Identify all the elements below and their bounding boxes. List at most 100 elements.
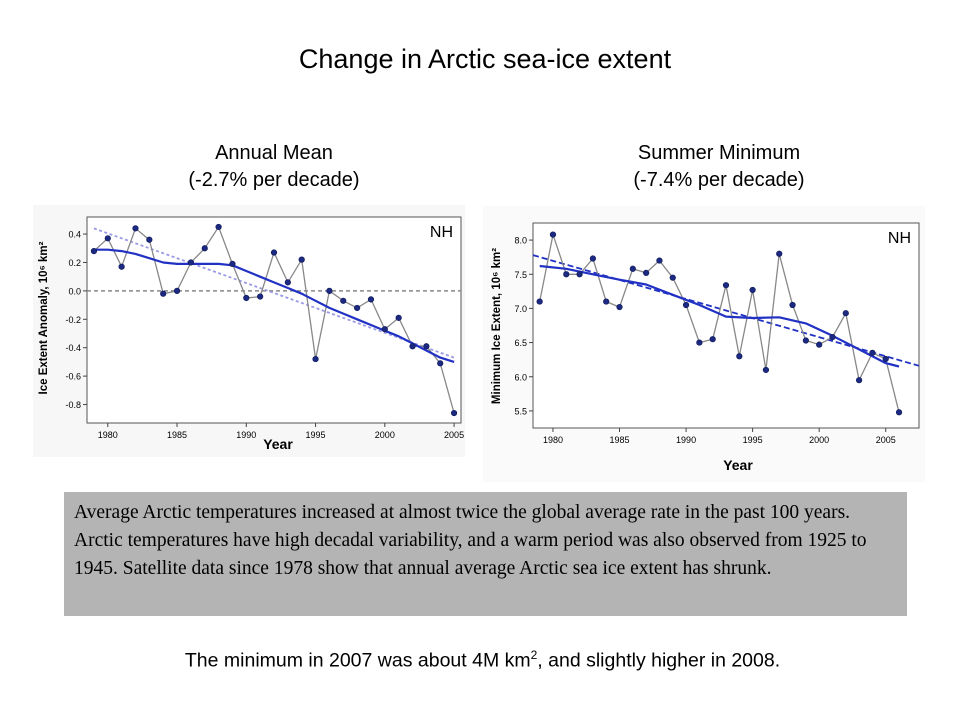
- data-point: [367, 296, 375, 303]
- data-point: [243, 294, 250, 302]
- data-point: [270, 249, 278, 256]
- data-point: [104, 235, 111, 242]
- y-tick-label: -0.2: [65, 315, 81, 325]
- data-point: [395, 314, 402, 321]
- data-point: [118, 263, 125, 270]
- data-point: [842, 310, 849, 317]
- y-tick-label: 7.5: [514, 270, 527, 280]
- data-point: [229, 260, 236, 267]
- summer-minimum-rate: (-7.4% per decade): [633, 169, 805, 191]
- data-point: [629, 265, 636, 272]
- data-point: [173, 287, 181, 294]
- x-axis-label: Year: [723, 457, 753, 473]
- summer-minimum-chart: 8.0 7.5 7.0 6.5 6.0 5.5 1980 1985 1990 1995 2000 20…: [483, 206, 925, 482]
- note-box: Average Arctic temperatures increased at…: [64, 492, 907, 616]
- data-point: [882, 355, 889, 363]
- summer-minimum-heading: Summer Minimum (-7.4% per decade): [569, 140, 869, 194]
- y-tick-label: -0.8: [65, 400, 81, 410]
- data-point: [146, 236, 153, 243]
- data-point: [709, 336, 716, 343]
- data-point: [437, 360, 444, 367]
- data-point: [656, 257, 663, 264]
- annual-mean-label: Annual Mean: [215, 142, 333, 164]
- data-point: [802, 337, 809, 344]
- y-tick-label: 6.5: [514, 338, 527, 348]
- annual-mean-chart: 0.4 0.2 0.0 -0.2 -0.4 -0.6 -0.8 1980 1985 1990 199…: [33, 205, 465, 457]
- y-axis-label: Minimum Ice Extent, 10⁶ km²: [491, 248, 503, 404]
- note-text: Average Arctic temperatures increased at…: [74, 502, 867, 579]
- data-point: [762, 366, 770, 374]
- x-tick-label: 1980: [98, 430, 118, 440]
- observed-series-line: [539, 232, 900, 413]
- smoothed-series-line: [93, 248, 455, 363]
- summer-minimum-chart-svg: 8.0 7.5 7.0 6.5 6.0 5.5 1980 1985 1990 1995 2000 20…: [491, 222, 920, 473]
- data-point: [616, 303, 623, 311]
- data-point: [423, 343, 430, 350]
- data-point: [643, 269, 650, 276]
- annual-mean-rate: (-2.7% per decade): [188, 169, 360, 191]
- data-point: [215, 223, 222, 231]
- x-tick-label: 2005: [444, 430, 464, 440]
- data-point: [869, 349, 876, 356]
- y-tick-label: 8.0: [514, 236, 527, 246]
- x-axis-label: Year: [263, 436, 293, 452]
- data-point: [90, 247, 98, 255]
- footer-text-before: The minimum in 2007 was about 4M km: [184, 649, 531, 672]
- region-label: NH: [888, 230, 911, 247]
- data-point: [749, 286, 756, 294]
- annual-mean-chart-svg: 0.4 0.2 0.0 -0.2 -0.4 -0.6 -0.8 1980 1985 1990 199…: [38, 216, 464, 452]
- data-point: [326, 287, 333, 294]
- region-label: NH: [430, 224, 453, 241]
- x-tick-label: 1995: [306, 430, 326, 440]
- data-point: [895, 409, 903, 416]
- y-tick-label: 7.0: [514, 304, 527, 314]
- data-point: [381, 326, 388, 333]
- data-point: [856, 377, 863, 384]
- data-point: [576, 271, 583, 278]
- data-point: [736, 353, 743, 360]
- data-point: [589, 255, 596, 262]
- data-point: [354, 304, 361, 312]
- data-point: [603, 298, 610, 305]
- data-point: [722, 282, 730, 289]
- footer-text: The minimum in 2007 was about 4M km2, an…: [0, 648, 960, 673]
- x-tick-label: 2000: [375, 430, 395, 440]
- summer-minimum-label: Summer Minimum: [637, 142, 801, 164]
- data-point: [160, 290, 167, 297]
- x-tick-label: 2005: [876, 435, 896, 445]
- data-point: [776, 250, 783, 257]
- data-point: [682, 301, 690, 309]
- y-tick-label: 0.4: [68, 230, 81, 240]
- x-tick-label: 1985: [167, 430, 187, 440]
- plot-frame: [86, 216, 462, 424]
- x-tick-label: 1990: [676, 435, 696, 445]
- data-point: [450, 409, 458, 417]
- x-tick-label: 1980: [543, 435, 563, 445]
- x-tick-label: 1995: [743, 435, 763, 445]
- x-tick-label: 1990: [236, 430, 256, 440]
- y-tick-label: 5.5: [514, 406, 527, 416]
- data-point: [298, 256, 305, 263]
- data-point: [563, 271, 570, 278]
- x-tick-label: 1985: [610, 435, 630, 445]
- data-point: [201, 245, 208, 252]
- annual-mean-heading: Annual Mean (-2.7% per decade): [124, 140, 424, 194]
- data-point: [789, 301, 796, 309]
- y-tick-label: 0.2: [68, 258, 81, 268]
- data-point: [132, 225, 139, 232]
- data-point: [284, 279, 291, 286]
- data-point: [187, 259, 194, 266]
- data-point: [312, 355, 319, 363]
- y-tick-label: 0.0: [68, 286, 81, 296]
- footer-text-after: , and slightly higher in 2008.: [537, 649, 781, 672]
- data-point: [340, 297, 347, 304]
- page-title: Change in Arctic sea-ice extent: [298, 44, 672, 74]
- data-point: [549, 231, 557, 238]
- data-point: [696, 339, 703, 346]
- smoothed-series-line: [539, 264, 900, 368]
- y-tick-label: -0.4: [65, 343, 81, 353]
- plot-frame: [532, 222, 920, 429]
- y-tick-label: -0.6: [65, 372, 81, 382]
- data-point: [816, 341, 823, 348]
- data-point: [829, 334, 836, 341]
